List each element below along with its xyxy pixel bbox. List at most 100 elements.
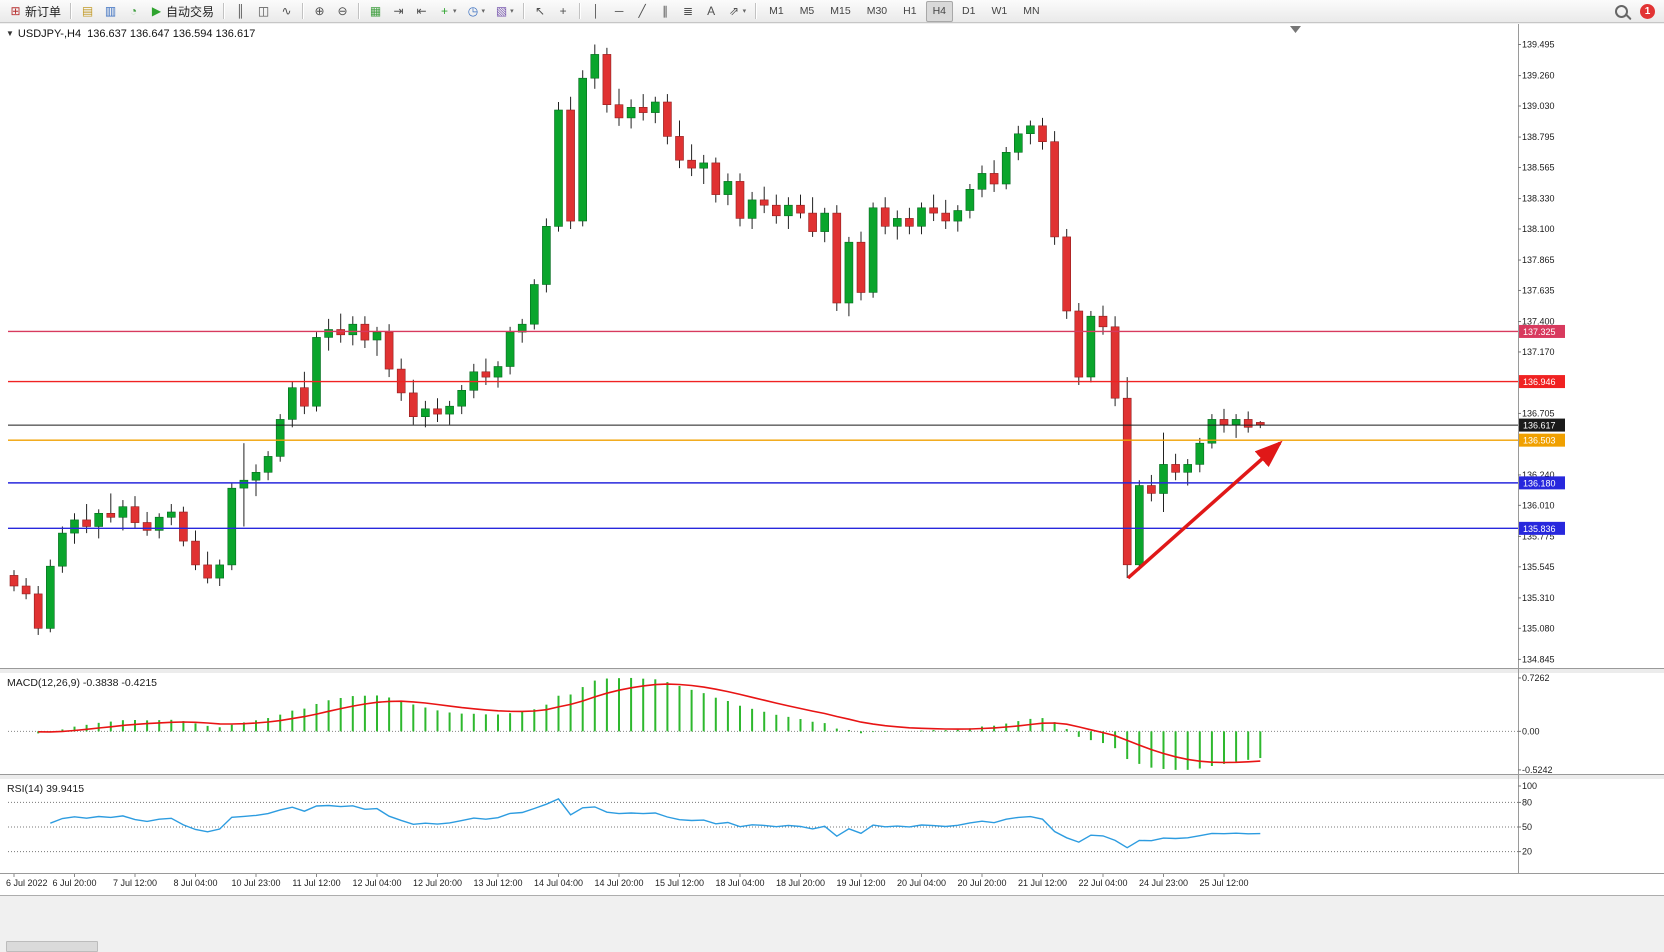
timeframe-m5-button-label: M5 (799, 5, 815, 17)
timeframe-d1-button-label: D1 (962, 5, 976, 17)
dropdown-arrow-icon: ▾ (481, 8, 486, 15)
auto-scroll-icon: ⇥ (393, 4, 404, 18)
crosshair-button[interactable]: + (553, 1, 574, 22)
channel-icon: ∥ (662, 4, 669, 18)
candlestick-button[interactable]: ◫ (253, 1, 274, 22)
workspace-icon: ▤ (81, 4, 94, 18)
timeframe-w1-button-label: W1 (991, 5, 1008, 17)
toolbar-separator (223, 3, 226, 19)
zoom-out-button[interactable]: ⊖ (332, 1, 353, 22)
indicators-icon: + (441, 4, 449, 18)
vertical-line-icon: │ (592, 4, 600, 18)
toolbar-separator (358, 3, 361, 19)
rsi-panel[interactable] (0, 780, 1664, 873)
arrows-button[interactable]: ⇗ ▾ (724, 1, 751, 22)
chart-shift-icon: ⇤ (416, 4, 427, 18)
zoom-in-button[interactable]: ⊕ (309, 1, 330, 22)
timeframe-h4-button-label: H4 (932, 5, 947, 17)
trendline-icon: ╱ (638, 4, 646, 18)
notification-badge[interactable]: 1 (1640, 3, 1655, 19)
vertical-line-button[interactable]: │ (586, 1, 607, 22)
timeframe-m15-button[interactable]: M15 (823, 1, 857, 22)
navigator-button[interactable]: ◔ (123, 1, 144, 22)
indicators-button[interactable]: + ▾ (434, 1, 461, 22)
cursor-icon: ↖ (535, 4, 546, 18)
ohlc-values: 136.637 136.647 136.594 136.617 (87, 28, 256, 40)
text-button[interactable]: A (701, 1, 722, 22)
timeframe-m5-button[interactable]: M5 (793, 1, 822, 22)
toolbar: ⊞ 新订单 ▤ ▥ ◔ ▶ 自动交易 ║ ◫ ∿ ⊕ ⊖ ▦ ⇥ ⇤ + ▾ ◷ ▾ ▧ ▾ ↖ + │ ─ ╱ ∥ ≣ A ⇗ ▾ M1 M5… (0, 0, 1664, 23)
timeframe-m30-button[interactable]: M30 (860, 1, 894, 22)
auto-trading-icon: ▶ (151, 4, 162, 18)
macd-panel[interactable] (0, 674, 1664, 774)
tile-windows-button[interactable]: ▦ (365, 1, 386, 22)
panel-divider[interactable] (0, 774, 1664, 780)
charts-button[interactable]: ▥ (100, 1, 121, 22)
bars-icon: ║ (236, 4, 245, 18)
auto-trading-button[interactable]: ▶ 自动交易 (146, 1, 218, 22)
timeframe-w1-button[interactable]: W1 (984, 1, 1014, 22)
trendline-button[interactable]: ╱ (632, 1, 653, 22)
zoom-out-icon: ⊖ (337, 4, 348, 18)
toolbar-separator (302, 3, 305, 19)
toolbar-right-group: 1 (1615, 3, 1664, 19)
workspace-button[interactable]: ▤ (77, 1, 98, 22)
timeframe-h1-button-label: H1 (903, 5, 917, 17)
toolbar-separator (522, 3, 525, 19)
symbol-period-label: USDJPY-,H4 (17, 28, 82, 40)
text-icon: A (707, 4, 716, 18)
navigator-icon: ◔ (129, 4, 138, 18)
macd-indicator-label: MACD(12,26,9) -0.3838 -0.4215 (7, 677, 157, 689)
horizontal-line-icon: ─ (614, 4, 624, 18)
timeframe-h1-button[interactable]: H1 (896, 1, 923, 22)
crosshair-icon: + (559, 4, 567, 18)
timeframe-m30-button-label: M30 (866, 5, 888, 17)
timeframe-m15-button-label: M15 (830, 5, 851, 17)
dropdown-arrow-icon: ▾ (742, 8, 747, 15)
periods-button[interactable]: ◷ ▾ (463, 1, 490, 22)
one-click-trading-icon[interactable]: ▼ (6, 29, 14, 38)
toolbar-separator (755, 3, 758, 19)
line-chart-button[interactable]: ∿ (276, 1, 297, 22)
line-chart-icon: ∿ (281, 4, 292, 18)
search-icon[interactable] (1615, 4, 1628, 18)
timeframe-m1-button-label: M1 (769, 5, 784, 17)
charts-icon: ▥ (104, 4, 117, 18)
toolbar-separator (578, 3, 581, 19)
channel-button[interactable]: ∥ (655, 1, 676, 22)
new-order-button[interactable]: ⊞ 新订单 (5, 1, 65, 22)
new-order-icon: ⊞ (10, 4, 21, 18)
horizontal-line-button[interactable]: ─ (609, 1, 630, 22)
tile-windows-icon: ▦ (369, 4, 382, 18)
template-icon: ▧ (495, 4, 508, 18)
new-order-button-label: 新订单 (25, 4, 62, 19)
candles-icon: ◫ (257, 4, 270, 18)
timeframe-mn-button[interactable]: MN (1016, 1, 1046, 22)
auto-trading-button-label: 自动交易 (166, 4, 215, 19)
panel-divider[interactable] (0, 668, 1664, 674)
fibonacci-icon: ≣ (683, 4, 694, 18)
auto-scroll-button[interactable]: ⇥ (388, 1, 409, 22)
fibonacci-button[interactable]: ≣ (678, 1, 699, 22)
timeframe-d1-button[interactable]: D1 (955, 1, 982, 22)
dropdown-arrow-icon: ▾ (453, 8, 457, 15)
arrow-objects-icon: ⇗ (729, 4, 740, 18)
cursor-button[interactable]: ↖ (530, 1, 551, 22)
dropdown-arrow-icon: ▾ (510, 8, 514, 15)
toolbar-separator (70, 3, 73, 19)
bar-chart-button[interactable]: ║ (230, 1, 251, 22)
toolbar-button-strip: ⊞ 新订单 ▤ ▥ ◔ ▶ 自动交易 ║ ◫ ∿ ⊕ ⊖ ▦ ⇥ ⇤ + ▾ ◷ ▾ ▧ ▾ ↖ + │ ─ ╱ ∥ ≣ A ⇗ ▾ M1 M5… (4, 0, 1048, 22)
timeframe-m1-button[interactable]: M1 (762, 1, 791, 22)
main-chart-panel[interactable] (0, 24, 1664, 668)
rsi-indicator-label: RSI(14) 39.9415 (7, 783, 85, 795)
templates-button[interactable]: ▧ ▾ (491, 1, 518, 22)
time-axis[interactable] (0, 873, 1664, 895)
timeframe-mn-button-label: MN (1023, 5, 1040, 17)
clock-icon: ◷ (467, 4, 479, 18)
chart-shift-button[interactable]: ⇤ (411, 1, 432, 22)
horizontal-scrollbar[interactable] (6, 941, 98, 952)
chart-title: ▼ USDJPY-,H4 136.637 136.647 136.594 136.6… (6, 28, 255, 40)
zoom-in-icon: ⊕ (314, 4, 325, 18)
window-bottom-area (0, 895, 1664, 952)
timeframe-h4-button[interactable]: H4 (925, 0, 954, 22)
